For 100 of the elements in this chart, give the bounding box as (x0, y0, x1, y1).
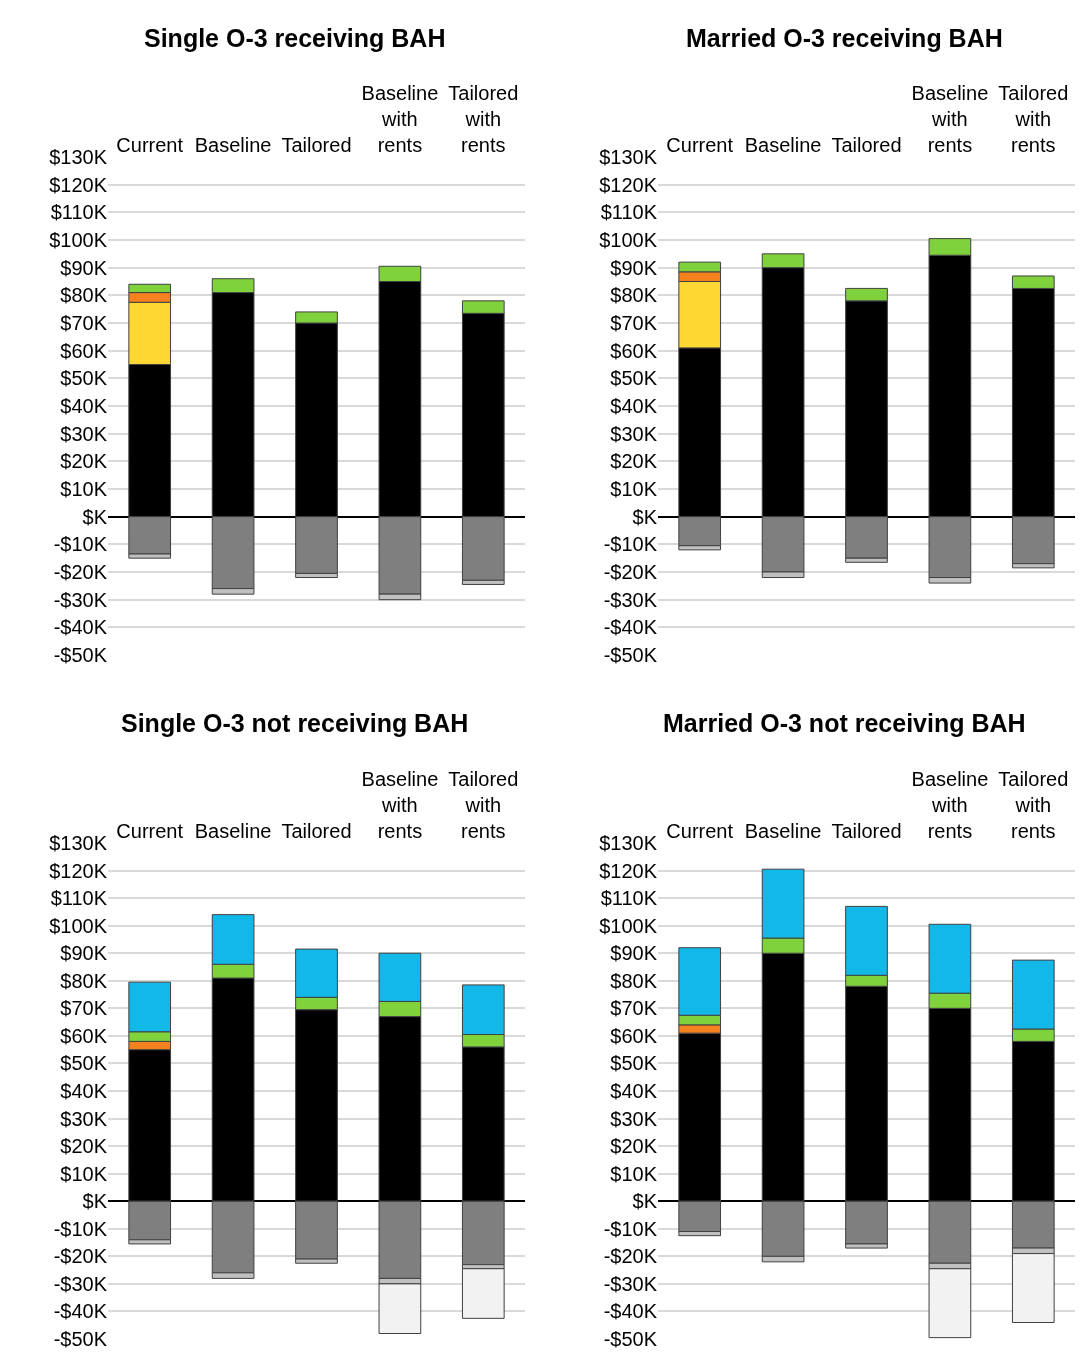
y-tick-label: -$30K (53, 588, 108, 611)
y-tick-label: $K (632, 1190, 658, 1213)
y-tick-label: $50K (610, 367, 658, 390)
y-tick-label: $120K (49, 859, 108, 882)
x-tick-label: Baseline with rents (361, 82, 439, 156)
y-tick-label: $110K (600, 887, 658, 910)
y-tick-label: $K (82, 505, 108, 528)
x-tick-label: Baseline (744, 134, 822, 156)
y-tick-label: $70K (60, 312, 108, 334)
y-tick-label: -$50K (603, 1328, 658, 1350)
y-tick-label: $90K (60, 256, 108, 279)
y-tick-label: -$20K (53, 1245, 108, 1268)
y-tick-label: -$40K (603, 616, 658, 639)
x-tick-label: Current (116, 134, 184, 156)
y-tick-label: -$30K (603, 1272, 658, 1295)
y-tick-label: $80K (60, 284, 108, 307)
y-tick-label: $80K (60, 969, 108, 992)
y-tick-label: $60K (610, 1024, 658, 1047)
y-tick-label: $60K (60, 339, 108, 362)
y-tick-label: $100K (599, 914, 658, 937)
y-tick-label: $30K (60, 422, 108, 445)
x-tick-label: Tailored (831, 134, 902, 156)
y-tick-label: $70K (610, 997, 658, 1020)
y-tick-label: $K (632, 505, 658, 528)
y-tick-label: $130K (599, 146, 658, 168)
x-tick-label: Tailored with rents (448, 82, 519, 156)
y-tick-label: $110K (600, 201, 658, 224)
y-tick-label: $80K (610, 969, 658, 992)
y-tick-label: $80K (610, 284, 658, 307)
x-tick-label: Baseline (194, 820, 272, 842)
x-tick-label: Baseline with rents (911, 82, 989, 156)
y-tick-label: -$30K (53, 1272, 108, 1295)
chart-title: Married O-3 not receiving BAH (663, 709, 1026, 737)
y-tick-label: $30K (610, 1107, 658, 1130)
y-tick-label: $90K (610, 256, 658, 279)
y-tick-label: $20K (610, 1135, 658, 1158)
chart-title: Married O-3 receiving BAH (686, 24, 1003, 52)
y-tick-label: -$40K (53, 616, 108, 639)
x-tick-label: Tailored (281, 134, 352, 156)
x-tick-label: Tailored with rents (998, 82, 1069, 156)
x-tick-label: Baseline (744, 820, 822, 842)
y-tick-label: $50K (60, 1052, 108, 1075)
y-tick-label: $40K (610, 1080, 658, 1102)
bar (461, 1268, 505, 1319)
y-tick-label: $130K (49, 146, 108, 168)
y-tick-label: $30K (60, 1107, 108, 1130)
y-tick-label: -$20K (603, 1245, 658, 1268)
x-tick-label: Current (666, 134, 734, 156)
x-tick-label: Tailored with rents (448, 768, 519, 842)
y-tick-label: $10K (60, 1162, 108, 1185)
y-tick-label: $30K (610, 422, 658, 445)
y-tick-label: -$10K (53, 533, 108, 556)
x-tick-label: Current (666, 820, 734, 842)
x-tick-label: Baseline with rents (361, 768, 439, 842)
y-tick-label: $120K (599, 173, 658, 196)
y-tick-label: $10K (610, 478, 658, 500)
x-tick-label: Tailored (831, 820, 902, 842)
y-tick-label: -$20K (603, 561, 658, 583)
y-tick-label: $100K (599, 229, 658, 251)
y-tick-label: $70K (610, 312, 658, 334)
y-tick-label: $130K (49, 832, 108, 854)
y-tick-label: $50K (610, 1052, 658, 1075)
y-tick-label: -$20K (53, 561, 108, 583)
y-tick-label: $70K (60, 997, 108, 1020)
y-tick-label: $10K (60, 478, 108, 500)
y-tick-label: -$40K (53, 1300, 108, 1323)
y-tick-label: $20K (60, 450, 108, 473)
y-tick-label: $90K (610, 942, 658, 965)
y-tick-label: $110K (50, 201, 108, 224)
y-tick-label: $40K (610, 395, 658, 417)
y-tick-label: $100K (49, 229, 108, 251)
x-tick-label: Baseline (194, 134, 272, 156)
y-tick-label: $60K (610, 339, 658, 362)
y-tick-label: $90K (60, 942, 108, 965)
y-tick-label: -$10K (53, 1217, 108, 1240)
y-tick-label: -$50K (603, 644, 658, 666)
y-tick-label: $20K (60, 1135, 108, 1158)
y-tick-label: $10K (610, 1162, 658, 1185)
y-tick-label: $50K (60, 367, 108, 390)
y-tick-label: -$40K (603, 1300, 658, 1323)
chart-title: Single O-3 receiving BAH (144, 24, 446, 52)
y-tick-label: $40K (60, 1080, 108, 1102)
y-tick-label: -$50K (53, 644, 108, 666)
x-tick-label: Current (116, 820, 184, 842)
chart-title: Single O-3 not receiving BAH (121, 709, 469, 737)
y-tick-label: $K (82, 1190, 108, 1213)
y-tick-label: $120K (49, 173, 108, 196)
y-tick-label: -$50K (53, 1328, 108, 1350)
y-tick-label: $60K (60, 1024, 108, 1047)
y-tick-label: $100K (49, 914, 108, 937)
x-tick-label: Tailored (281, 820, 352, 842)
y-tick-label: -$10K (603, 533, 658, 556)
y-tick-label: -$30K (603, 588, 658, 611)
y-tick-label: $130K (599, 832, 658, 854)
y-tick-label: $40K (60, 395, 108, 417)
y-tick-label: $20K (610, 450, 658, 473)
x-tick-label: Tailored with rents (998, 768, 1069, 842)
x-tick-label: Baseline with rents (911, 768, 989, 842)
y-tick-label: $110K (50, 887, 108, 910)
y-tick-label: $120K (599, 859, 658, 882)
